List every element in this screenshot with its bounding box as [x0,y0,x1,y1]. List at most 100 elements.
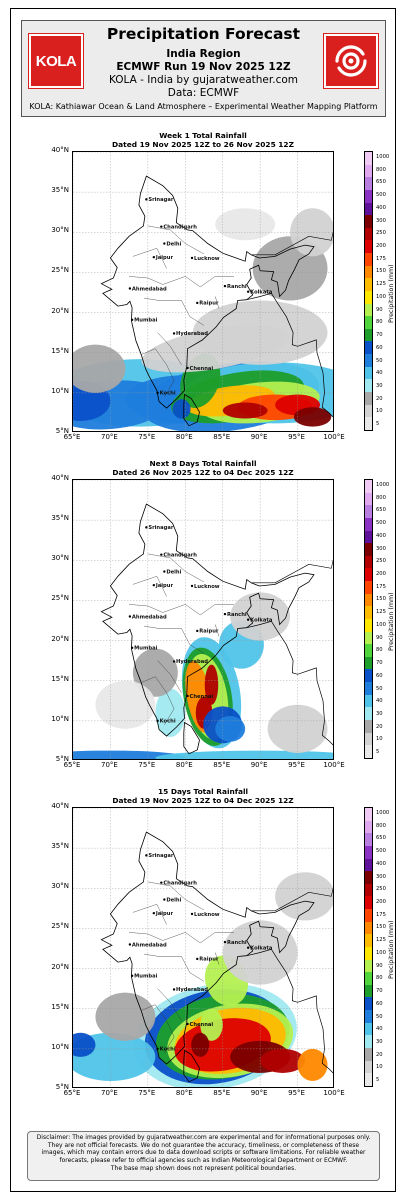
city-label: Kochi [160,1047,176,1053]
lon-tick-label: 75°E [138,433,156,441]
city-label: Chandigarh [163,552,197,558]
lon-tick-label: 80°E [175,1089,193,1097]
precipitation-map: Srinagar Chandigarh Delhi Jaipur Lucknow Ahme… [72,151,334,432]
state-border [141,348,175,398]
colorbar [364,479,373,759]
colorbar-tick-label: 10 [376,736,383,743]
colorbar-swatch [365,871,372,884]
city-label: Chennai [190,366,214,372]
city-label: Ahmedabad [132,286,167,292]
panel-title-text: Next 8 Days Total Rainfall [149,459,257,468]
city-dot [163,898,166,901]
colorbar-swatch [365,984,372,998]
lon-tick-label: 70°E [101,433,118,441]
rain-area [95,680,156,729]
site-label: KOLA - India by gujaratweather.com [108,74,298,86]
colorbar-tick-label: 60 [376,1000,383,1007]
colorbar-swatch [365,215,372,228]
city-dot [196,301,199,305]
coastline [246,948,333,1074]
city-dot [190,912,194,916]
lon-tick-label: 90°E [250,1089,268,1097]
state-border [129,604,234,616]
city-label: Hyderabad [176,987,208,993]
rain-area [222,402,268,419]
colorbar-tick-label: 200 [376,570,386,577]
rain-area [204,664,219,705]
rain-area [155,750,333,759]
colorbar-tick-label: 150 [376,924,386,931]
lat-tick-label: 15°N [51,1002,69,1011]
state-border [129,276,234,288]
rain-area [132,648,178,697]
lon-tick-label: 95°E [288,1089,305,1097]
colorbar-tick-label: 250 [376,558,386,565]
rain-area [215,208,276,241]
city-dot [223,284,227,288]
colorbar-swatch [365,1022,372,1036]
city-dot [156,719,159,723]
city-dot [246,618,250,621]
kola-logo: KOLA [28,33,84,89]
state-border [141,1004,175,1054]
colorbar-tick-label: 100 [376,949,386,956]
city-dot [186,694,189,698]
city-dot [190,256,194,260]
colorbar-tick-label: 20 [376,723,383,730]
panel-title-text: 15 Days Total Rainfall [157,787,249,796]
lat-tick-label: 40°N [51,802,69,810]
colorbar-swatch [365,808,372,821]
srilanka-outline [183,393,200,427]
disclaimer-line: Disclaimer: The images provided by gujar… [36,1134,371,1141]
lon-tick-label: 65°E [63,1089,81,1097]
colorbar-tick-label: 200 [376,898,386,905]
city-dot [246,290,250,293]
colorbar-swatch [365,682,372,695]
lat-tick-label: 30°N [51,226,69,235]
colorbar-swatch [365,618,372,632]
lat-tick-label: 35°N [51,514,69,523]
colorbar-tick-label: 150 [376,596,386,603]
colorbar-tick-label: 150 [376,268,386,275]
colorbar-swatch [365,719,372,733]
colorbar-tick-label: 10 [376,408,383,415]
city-dot [156,1047,159,1051]
colorbar-tick-label: 650 [376,179,386,186]
city-label: Kolkata [250,945,273,951]
colorbar-swatch [365,480,372,493]
city-dot [128,615,132,618]
state-border [129,932,234,944]
city-dot [128,287,132,290]
city-label: Ranchi [227,612,247,618]
city-label: Ahmedabad [132,942,167,948]
city-dot [223,612,227,616]
city-dot [186,366,189,370]
lat-tick-label: 10°N [51,386,69,395]
colorbar-swatch [365,959,372,973]
colorbar-swatch [365,568,372,581]
coastline [246,292,333,418]
city-label: Kochi [160,391,176,397]
colorbar-tick-label: 125 [376,609,386,616]
state-border [215,624,220,637]
state-border [157,988,182,1021]
city-label: Chennai [190,1022,214,1028]
colorbar-tick-label: 1000 [376,481,390,488]
lon-tick-label: 75°E [138,761,156,769]
precipitation-map: Srinagar Chandigarh Delhi Jaipur Lucknow Ahme… [72,479,334,760]
city-dot [172,332,176,335]
lon-tick-label: 85°E [213,761,231,769]
colorbar-swatch [365,328,372,342]
lat-tick-label: 5°N [55,1083,69,1091]
city-label: Lucknow [194,912,220,918]
colorbar-swatch [365,354,372,367]
city-label: Srinagar [148,197,173,203]
colorbar-swatch [365,278,372,291]
colorbar-swatch [365,1073,372,1086]
panel-subtitle-text: Dated 19 Nov 2025 12Z to 26 Nov 2025 12Z [112,140,294,149]
colorbar-swatch [365,391,372,405]
lat-tick-label: 25°N [51,266,69,275]
header-box: KOLA Precipitation Forecast India Region… [21,20,386,117]
colorbar-swatch [365,581,372,594]
rain-area [95,992,156,1041]
